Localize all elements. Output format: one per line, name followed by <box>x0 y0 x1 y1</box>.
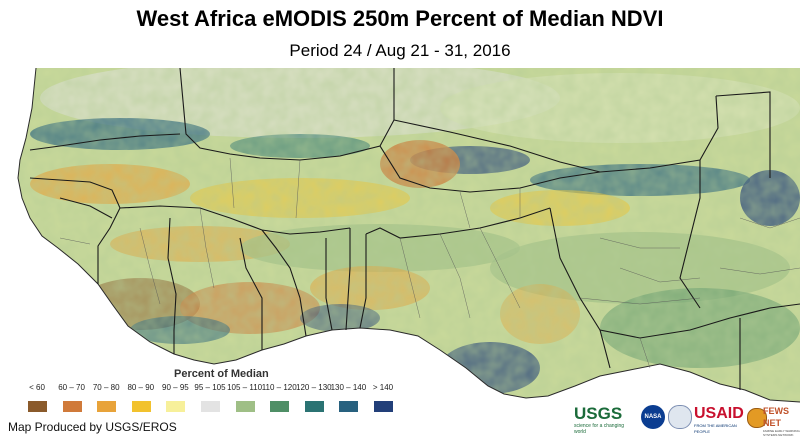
country-border <box>167 217 177 354</box>
country-border <box>261 229 307 337</box>
country-border <box>325 238 333 331</box>
legend-swatch <box>62 401 82 412</box>
usaid-logo: USAID FROM THE AMERICAN PEOPLE <box>694 405 748 434</box>
country-border <box>715 91 771 178</box>
admin-border <box>479 227 521 309</box>
legend-swatch <box>339 401 359 412</box>
country-border <box>599 329 611 369</box>
legend-label: 60 – 70 <box>58 383 85 392</box>
admin-border <box>199 207 215 289</box>
admin-border <box>619 267 701 283</box>
admin-border <box>59 237 91 245</box>
legend-swatch <box>201 401 220 412</box>
nasa-logo: NASA <box>641 405 665 429</box>
legend-label: 90 – 95 <box>162 383 189 392</box>
usgs-logo-text: USGS <box>574 404 623 423</box>
admin-border <box>459 191 471 229</box>
legend-label: 120 – 130 <box>296 383 332 392</box>
usgs-logo: USGS science for a changing world <box>574 404 636 436</box>
country-border <box>59 197 113 219</box>
legend-swatch <box>131 401 151 412</box>
legend-swatch <box>235 401 255 412</box>
legend-label: < 60 <box>29 383 45 392</box>
fewsnet-tagline: FAMINE EARLY WARNING SYSTEMS NETWORK <box>763 429 800 437</box>
admin-border <box>639 337 651 369</box>
admin-border <box>739 217 800 229</box>
admin-border <box>599 237 680 249</box>
usaid-seal-icon <box>668 405 692 429</box>
usaid-tagline: FROM THE AMERICAN PEOPLE <box>694 423 737 434</box>
legend-label: 110 – 120 <box>261 383 297 392</box>
usgs-tagline: science for a changing world <box>574 423 625 435</box>
legend-swatch <box>304 401 324 412</box>
country-border <box>179 68 395 161</box>
usaid-logo-text: USAID <box>694 405 744 422</box>
legend-swatch <box>97 401 117 412</box>
fewsnet-mark-icon <box>747 408 767 428</box>
admin-border <box>229 157 235 209</box>
admin-border <box>399 237 421 319</box>
legend-swatch <box>28 401 47 412</box>
legend-label: 105 – 110 <box>227 383 263 392</box>
country-border <box>345 228 351 331</box>
admin-border <box>719 267 800 275</box>
legend-title: Percent of Median <box>174 368 269 380</box>
legend-label: > 140 <box>372 383 394 392</box>
admin-border <box>139 227 161 305</box>
legend-swatch <box>166 401 186 412</box>
country-border <box>119 205 351 235</box>
admin-border <box>439 233 471 319</box>
country-border <box>239 237 263 350</box>
legend-swatch <box>270 401 290 412</box>
map-subtitle: Period 24 / Aug 21 - 31, 2016 <box>289 41 511 60</box>
country-border <box>29 133 181 151</box>
admin-border <box>295 159 301 219</box>
fewsnet-logo: FEWS NET FAMINE EARLY WARNING SYSTEMS NE… <box>763 405 800 437</box>
legend-label: 70 – 80 <box>92 383 120 392</box>
country-border <box>679 160 701 309</box>
country-border <box>359 234 367 329</box>
country-border <box>29 177 121 284</box>
admin-border <box>579 297 701 305</box>
map-title: West Africa eMODIS 250m Percent of Media… <box>136 6 664 31</box>
legend-label: 80 – 90 <box>127 383 155 392</box>
coastline <box>17 68 800 403</box>
admin-borders <box>59 157 800 369</box>
ndvi-map <box>17 68 800 403</box>
legend-label: 130 – 140 <box>330 383 367 392</box>
fewsnet-logo-text: FEWS NET <box>763 406 789 428</box>
legend-label: 95 – 105 <box>194 383 226 392</box>
legend-swatch <box>374 401 393 412</box>
map-credit: Map Produced by USGS/EROS <box>8 420 177 434</box>
country-border <box>379 145 601 193</box>
